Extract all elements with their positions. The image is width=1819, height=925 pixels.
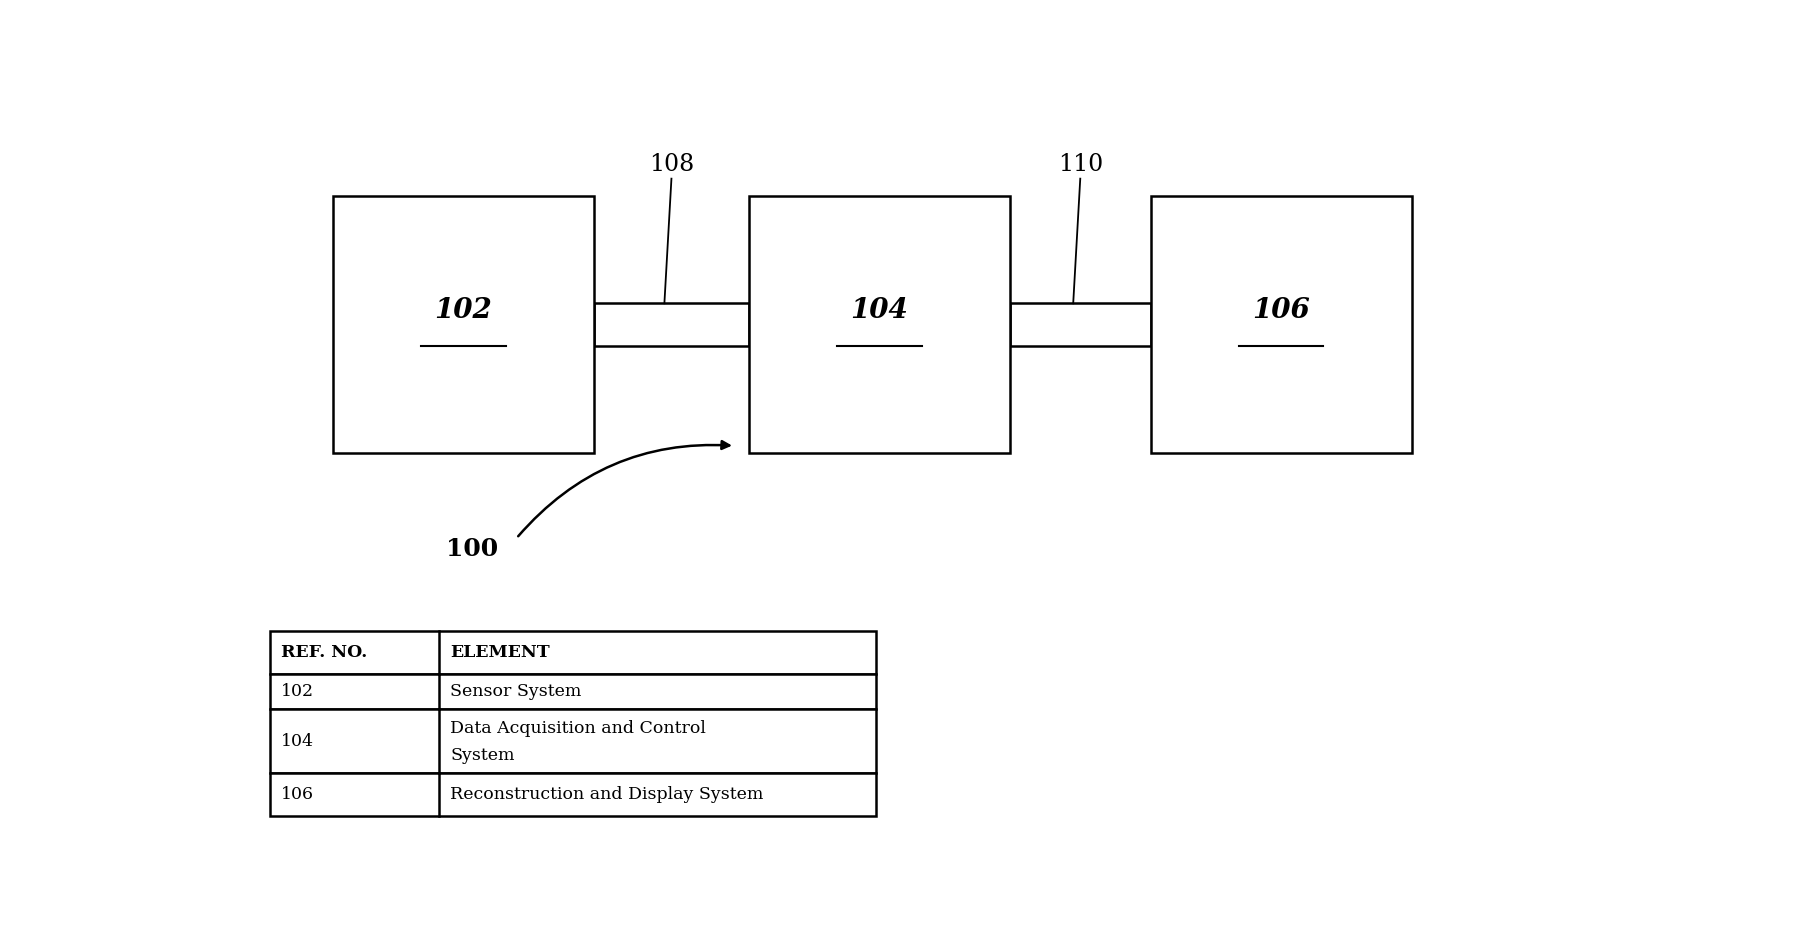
Text: 106: 106 (1251, 297, 1310, 324)
Bar (269, 773, 877, 816)
Text: REF. NO.: REF. NO. (280, 644, 367, 660)
Text: Data Acquisition and Control: Data Acquisition and Control (449, 720, 706, 737)
Bar (333, 196, 593, 453)
Bar (269, 673, 877, 709)
Text: 106: 106 (280, 786, 315, 803)
Text: Sensor System: Sensor System (449, 683, 582, 700)
Bar (1010, 303, 1151, 346)
Text: System: System (449, 747, 515, 764)
Bar (269, 631, 877, 673)
Text: 100: 100 (446, 537, 498, 561)
Bar (1151, 196, 1412, 453)
Bar (749, 196, 1010, 453)
Bar (269, 709, 877, 773)
Text: 102: 102 (280, 683, 315, 700)
Text: 104: 104 (280, 733, 315, 750)
Text: Reconstruction and Display System: Reconstruction and Display System (449, 786, 764, 803)
Text: 104: 104 (851, 297, 908, 324)
Text: ELEMENT: ELEMENT (449, 644, 549, 660)
Text: 110: 110 (1057, 153, 1102, 176)
Bar (593, 303, 749, 346)
Text: 102: 102 (435, 297, 493, 324)
Text: 108: 108 (649, 153, 695, 176)
